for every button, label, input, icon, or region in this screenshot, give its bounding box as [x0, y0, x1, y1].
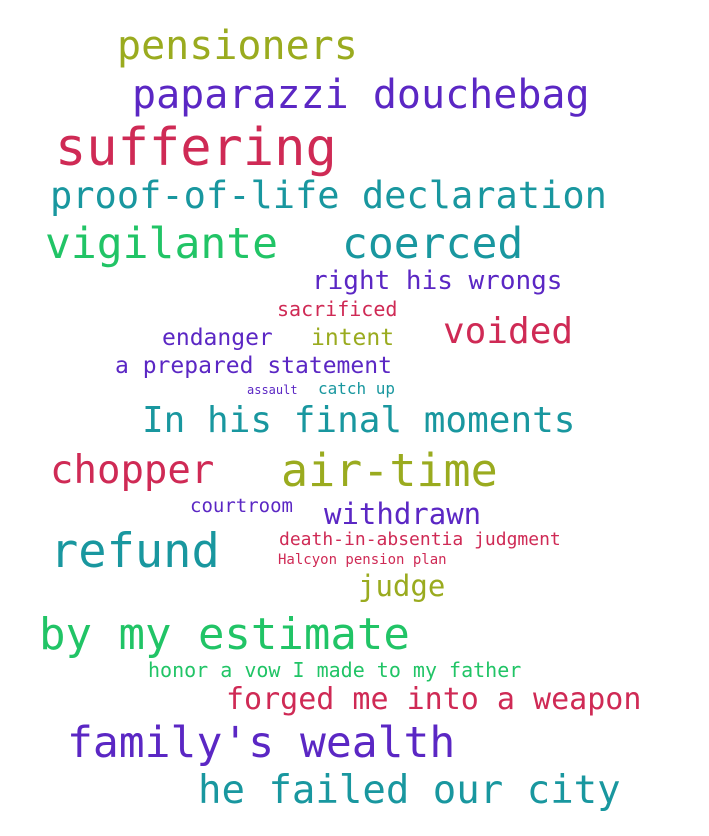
- word-coerced: coerced: [342, 219, 524, 269]
- word-death-in-absentia-judgment: death-in-absentia judgment: [279, 529, 561, 550]
- word-he-failed-our-city: he failed our city: [198, 768, 621, 813]
- word-air-time: air-time: [281, 444, 498, 497]
- word-chopper: chopper: [50, 448, 215, 493]
- word-forged-me-into-a-weapon: forged me into a weapon: [226, 682, 642, 717]
- word-intent: intent: [311, 325, 395, 351]
- word-halcyon-pension-plan: Halcyon pension plan: [278, 552, 447, 568]
- word-familys-wealth: family's wealth: [67, 718, 456, 768]
- word-endanger: endanger: [162, 325, 273, 351]
- word-proof-of-life-declaration: proof-of-life declaration: [50, 174, 607, 217]
- word-judge: judge: [358, 569, 446, 603]
- word-by-my-estimate: by my estimate: [39, 609, 410, 660]
- word-catch-up: catch up: [318, 379, 396, 398]
- word-paparazzi-douchebag: paparazzi douchebag: [132, 72, 590, 118]
- word-withdrawn: withdrawn: [324, 497, 482, 531]
- word-right-his-wrongs: right his wrongs: [312, 266, 563, 296]
- word-vigilante: vigilante: [45, 219, 278, 269]
- word-pensioners: pensioners: [117, 23, 358, 69]
- word-honor-a-vow: honor a vow I made to my father: [148, 658, 522, 682]
- word-voided: voided: [443, 311, 574, 352]
- word-refund: refund: [50, 524, 220, 579]
- word-a-prepared-statement: a prepared statement: [115, 353, 392, 379]
- word-sacrificed: sacrificed: [277, 297, 398, 321]
- word-in-his-final-moments: In his final moments: [142, 400, 576, 441]
- word-courtroom: courtroom: [190, 495, 293, 517]
- word-assault: assault: [247, 383, 298, 397]
- word-suffering: suffering: [55, 118, 337, 178]
